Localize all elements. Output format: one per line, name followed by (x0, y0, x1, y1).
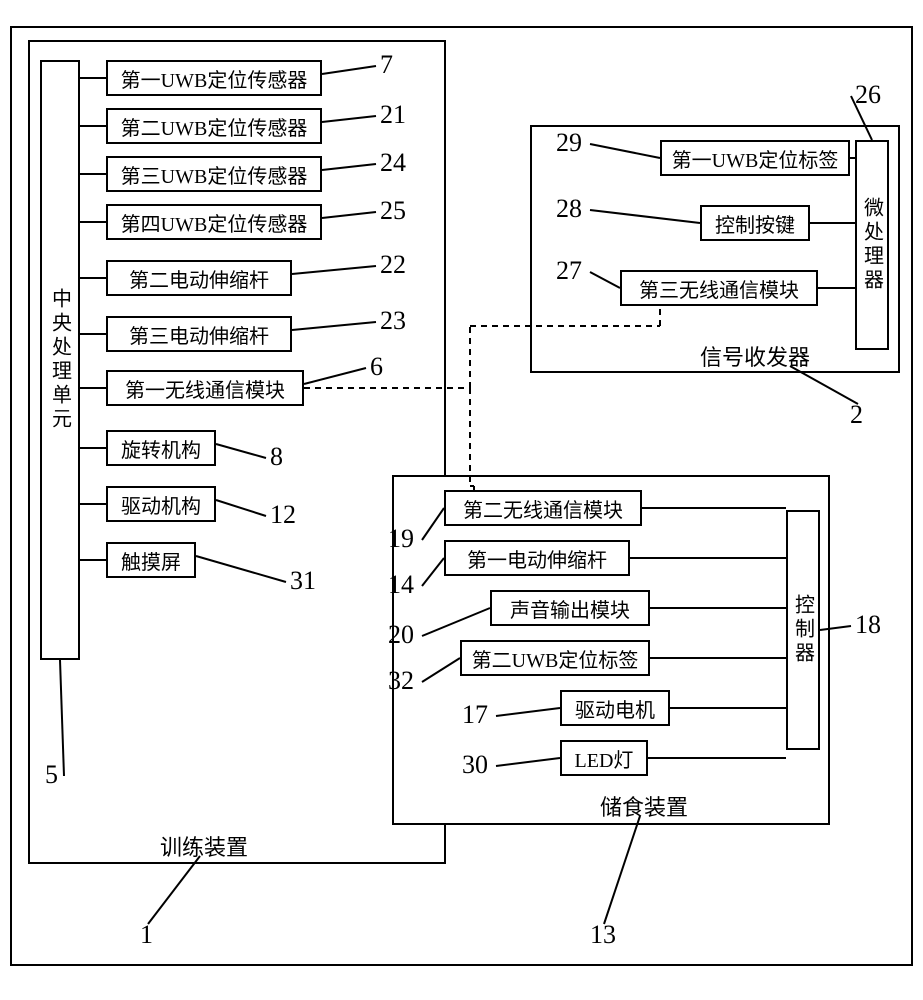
module-uwb4: 第四UWB定位传感器 (106, 204, 322, 240)
callout-8: 8 (270, 442, 283, 472)
callout-1: 1 (140, 920, 153, 950)
callout-20: 20 (388, 620, 414, 650)
callout-17: 17 (462, 700, 488, 730)
module-drvmot: 驱动电机 (560, 690, 670, 726)
module-uwbtag2: 第二UWB定位标签 (460, 640, 650, 676)
callout-12: 12 (270, 500, 296, 530)
module-ctrlkey: 控制按键 (700, 205, 810, 241)
callout-27: 27 (556, 256, 582, 286)
callout-22: 22 (380, 250, 406, 280)
cpu-label: 中央处理单元 (46, 288, 75, 432)
module-rod2: 第二电动伸缩杆 (106, 260, 292, 296)
callout-23: 23 (380, 306, 406, 336)
callout-21: 21 (380, 100, 406, 130)
callout-25: 25 (380, 196, 406, 226)
module-drv: 驱动机构 (106, 486, 216, 522)
callout-30: 30 (462, 750, 488, 780)
module-uwbtag1: 第一UWB定位标签 (660, 140, 850, 176)
callout-28: 28 (556, 194, 582, 224)
callout-5: 5 (45, 760, 58, 790)
module-uwb2: 第二UWB定位传感器 (106, 108, 322, 144)
callout-29: 29 (556, 128, 582, 158)
module-rot: 旋转机构 (106, 430, 216, 466)
ctrl-label: 控制器 (789, 594, 818, 666)
callout-2: 2 (850, 400, 863, 430)
module-wcm3: 第三无线通信模块 (620, 270, 818, 306)
callout-14: 14 (388, 570, 414, 600)
microprocessor-unit: 微处理器 (855, 140, 889, 350)
mp-label: 微处理器 (858, 197, 887, 293)
system-block-diagram: 中央处理单元 微处理器 控制器 训练装置 信号收发器 储食装置 第一UWB定位传… (0, 0, 923, 1000)
callout-13: 13 (590, 920, 616, 950)
food-storage-name: 储食装置 (600, 790, 688, 822)
callout-24: 24 (380, 148, 406, 178)
callout-7: 7 (380, 50, 393, 80)
callout-32: 32 (388, 666, 414, 696)
cpu-unit: 中央处理单元 (40, 60, 80, 660)
callout-18: 18 (855, 610, 881, 640)
module-uwb3: 第三UWB定位传感器 (106, 156, 322, 192)
module-rod1: 第一电动伸缩杆 (444, 540, 630, 576)
module-rod3: 第三电动伸缩杆 (106, 316, 292, 352)
signal-transceiver-name: 信号收发器 (700, 340, 810, 372)
module-led: LED灯 (560, 740, 648, 776)
callout-19: 19 (388, 524, 414, 554)
callout-31: 31 (290, 566, 316, 596)
controller-unit: 控制器 (786, 510, 820, 750)
module-wcm1: 第一无线通信模块 (106, 370, 304, 406)
module-uwb1: 第一UWB定位传感器 (106, 60, 322, 96)
module-wcm2: 第二无线通信模块 (444, 490, 642, 526)
module-sound: 声音输出模块 (490, 590, 650, 626)
callout-6: 6 (370, 352, 383, 382)
module-touch: 触摸屏 (106, 542, 196, 578)
callout-26: 26 (855, 80, 881, 110)
training-device-name: 训练装置 (160, 830, 248, 862)
